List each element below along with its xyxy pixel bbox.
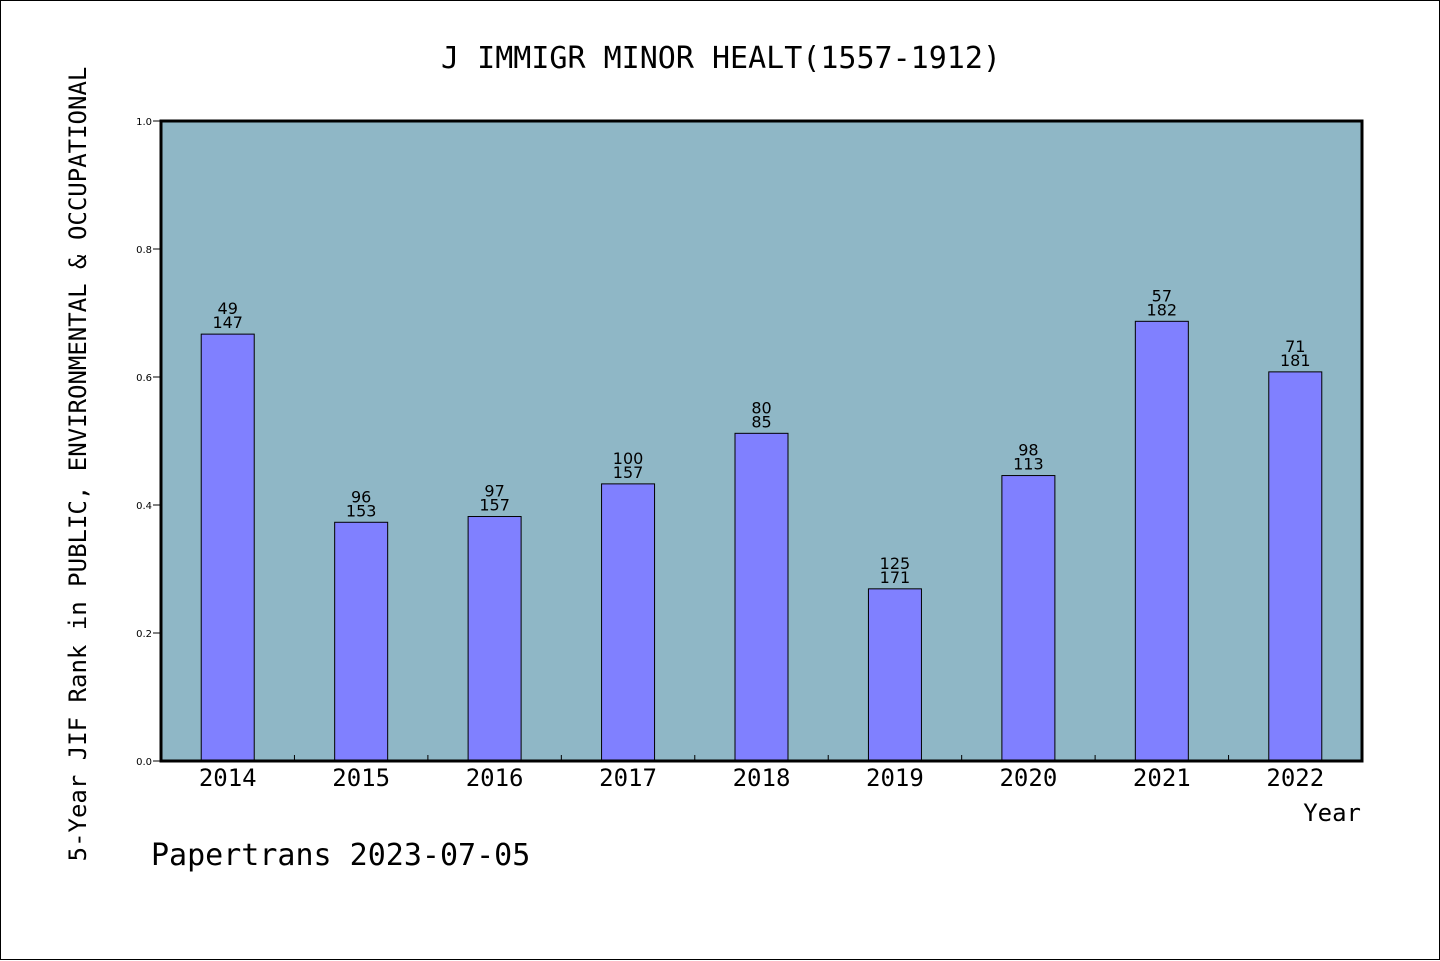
bar [334, 521, 389, 762]
footer-credit: Papertrans 2023-07-05 [151, 838, 530, 873]
data-label-rank: 100 [613, 449, 644, 468]
x-tick-label: 2014 [199, 764, 257, 792]
data-label-total: 181 [1280, 351, 1311, 370]
x-tick-label: 2021 [1133, 764, 1191, 792]
data-label-total: 113 [1013, 455, 1044, 474]
x-tick-label: 2015 [332, 764, 390, 792]
y-axis-label: 5-Year JIF Rank in PUBLIC, ENVIRONMENTAL… [64, 67, 92, 862]
data-label-total: 85 [751, 412, 771, 431]
y-tick-label: 0.6 [136, 373, 152, 384]
data-label-rank: 80 [751, 398, 771, 417]
x-axis: 2014 2015 2016 2017 2018 2019 2020 2021 2022 [199, 755, 1324, 792]
data-label-total: 182 [1147, 300, 1178, 319]
data-label-rank: 97 [484, 482, 504, 501]
bar [734, 432, 789, 762]
y-tick-label: 1.0 [136, 117, 152, 128]
y-tick-label: 0.8 [136, 245, 152, 256]
y-tick-label: 0.4 [136, 501, 152, 512]
bar [867, 588, 922, 762]
data-label-total: 153 [346, 501, 377, 520]
bars-layer [200, 320, 1323, 762]
data-label-rank: 98 [1018, 441, 1038, 460]
data-label-rank: 57 [1152, 286, 1172, 305]
data-label-rank: 71 [1285, 337, 1305, 356]
y-axis: 0.0 0.2 0.4 0.6 0.8 1.0 [136, 117, 161, 768]
bar [467, 516, 522, 762]
x-tick-label: 2017 [599, 764, 657, 792]
data-label-rank: 96 [351, 487, 371, 506]
data-label-total: 157 [479, 496, 510, 515]
x-tick-label: 2018 [733, 764, 791, 792]
bar [1134, 320, 1189, 762]
x-axis-label: Year [1303, 799, 1361, 827]
data-label-total: 171 [880, 568, 911, 587]
chart-title: J IMMIGR MINOR HEALT(1557-1912) [441, 41, 1001, 76]
x-tick-label: 2016 [466, 764, 524, 792]
x-tick-label: 2022 [1266, 764, 1324, 792]
data-label-total: 157 [613, 463, 644, 482]
data-label-rank: 125 [880, 554, 911, 573]
data-labels-layer: 4914796153971571001578085125171981135718… [212, 286, 1310, 587]
data-label-total: 147 [212, 313, 243, 332]
plot-border [159, 119, 1364, 763]
bar [1001, 475, 1056, 762]
bar [601, 483, 656, 762]
x-tick-label: 2019 [866, 764, 924, 792]
x-tick-label: 2020 [999, 764, 1057, 792]
bar [200, 333, 255, 762]
y-tick-label: 0.2 [136, 629, 152, 640]
y-tick-label: 0.0 [136, 757, 152, 768]
bar [1268, 371, 1323, 762]
data-label-rank: 49 [218, 299, 238, 318]
